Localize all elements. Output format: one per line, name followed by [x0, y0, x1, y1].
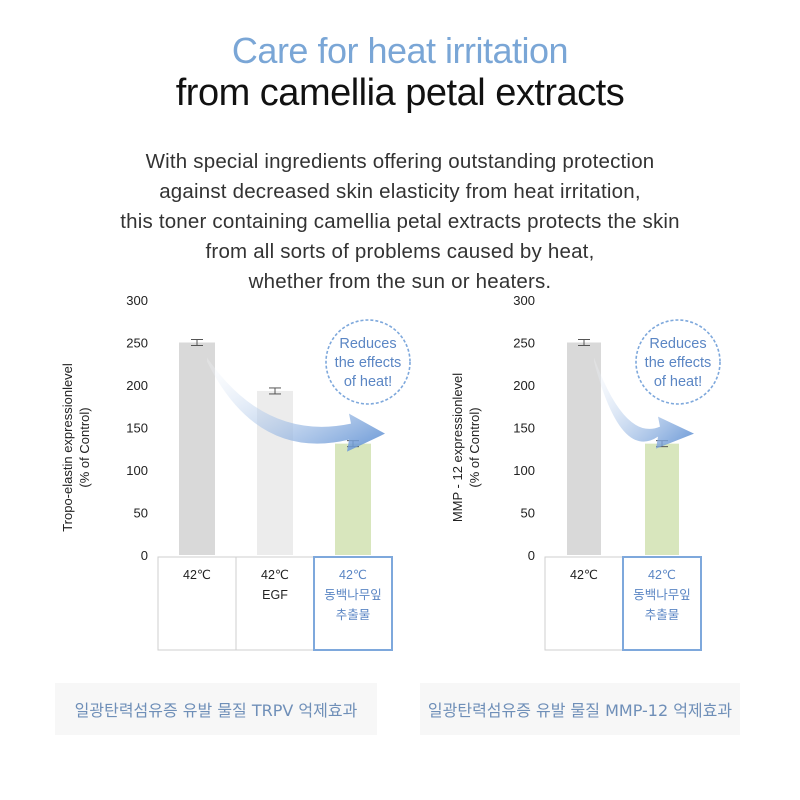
chart-caption-right: 일광탄력섬유증 유발 물질 MMP-12 억제효과 — [420, 683, 740, 735]
right-ytick-label: 100 — [513, 463, 535, 478]
left-category-label: 42℃ — [261, 568, 289, 582]
description-line-2: against decreased skin elasticity from h… — [159, 180, 641, 203]
left-category-label: EGF — [262, 588, 288, 602]
right-category-cell — [622, 556, 702, 651]
right-ylabel-line: MMP - 12 expressionlevel — [450, 373, 465, 522]
description-line-3: this toner containing camellia petal ext… — [120, 210, 680, 233]
left-category-label: 42℃ — [183, 568, 211, 582]
right-ylabel-line: (% of Control) — [467, 407, 482, 487]
heading-line2: from camellia petal extracts — [175, 72, 625, 114]
left-bar — [179, 342, 215, 555]
description-line-1: With special ingredients offering outsta… — [145, 150, 655, 173]
right-category-label: 동백나무잎 — [633, 588, 691, 602]
left-ytick-label: 0 — [141, 548, 148, 563]
left-category-cell — [157, 556, 237, 651]
left-callout-text: the effects — [335, 355, 402, 371]
left-callout-text: Reduces — [339, 336, 396, 352]
description-line-5: whether from the sun or heaters. — [248, 270, 552, 293]
left-ytick-label: 200 — [126, 378, 148, 393]
left-ytick-label: 150 — [126, 421, 148, 436]
left-ytick-label: 250 — [126, 336, 148, 351]
right-callout-text: Reduces — [649, 336, 706, 352]
heading-line1: Care for heat irritation — [231, 30, 569, 71]
right-ytick-label: 250 — [513, 336, 535, 351]
left-category-label: 42℃ — [339, 568, 367, 582]
right-category-label: 추출물 — [645, 608, 680, 622]
right-category-label: 42℃ — [570, 568, 598, 582]
right-callout-text: of heat! — [654, 374, 702, 390]
right-trend-arrow — [594, 357, 694, 449]
left-bar — [335, 443, 371, 555]
left-callout-circle — [325, 319, 411, 405]
description-line-4: from all sorts of problems caused by hea… — [205, 240, 595, 263]
right-category-cell — [544, 556, 624, 651]
left-category-label: 동백나무잎 — [324, 588, 382, 602]
left-category-cell — [235, 556, 315, 651]
right-bar — [645, 443, 679, 555]
left-ytick-label: 50 — [134, 506, 148, 521]
left-category-label: 추출물 — [336, 608, 371, 622]
left-category-cell — [313, 556, 393, 651]
right-ytick-label: 200 — [513, 378, 535, 393]
left-ylabel-line: (% of Control) — [77, 407, 92, 487]
left-ylabel-line: Tropo-elastin expressionlevel — [60, 363, 75, 532]
left-ytick-label: 300 — [126, 293, 148, 308]
left-trend-arrow — [207, 357, 385, 452]
right-category-label: 42℃ — [648, 568, 676, 582]
left-ytick-label: 100 — [126, 463, 148, 478]
right-ytick-label: 0 — [528, 548, 535, 563]
right-callout-circle — [635, 319, 721, 405]
right-ytick-label: 50 — [521, 506, 535, 521]
right-bar — [567, 342, 601, 555]
chart-caption-left: 일광탄력섬유증 유발 물질 TRPV 억제효과 — [55, 683, 377, 735]
right-ytick-label: 150 — [513, 421, 535, 436]
right-ytick-label: 300 — [513, 293, 535, 308]
left-callout-text: of heat! — [344, 374, 392, 390]
right-callout-text: the effects — [645, 355, 712, 371]
